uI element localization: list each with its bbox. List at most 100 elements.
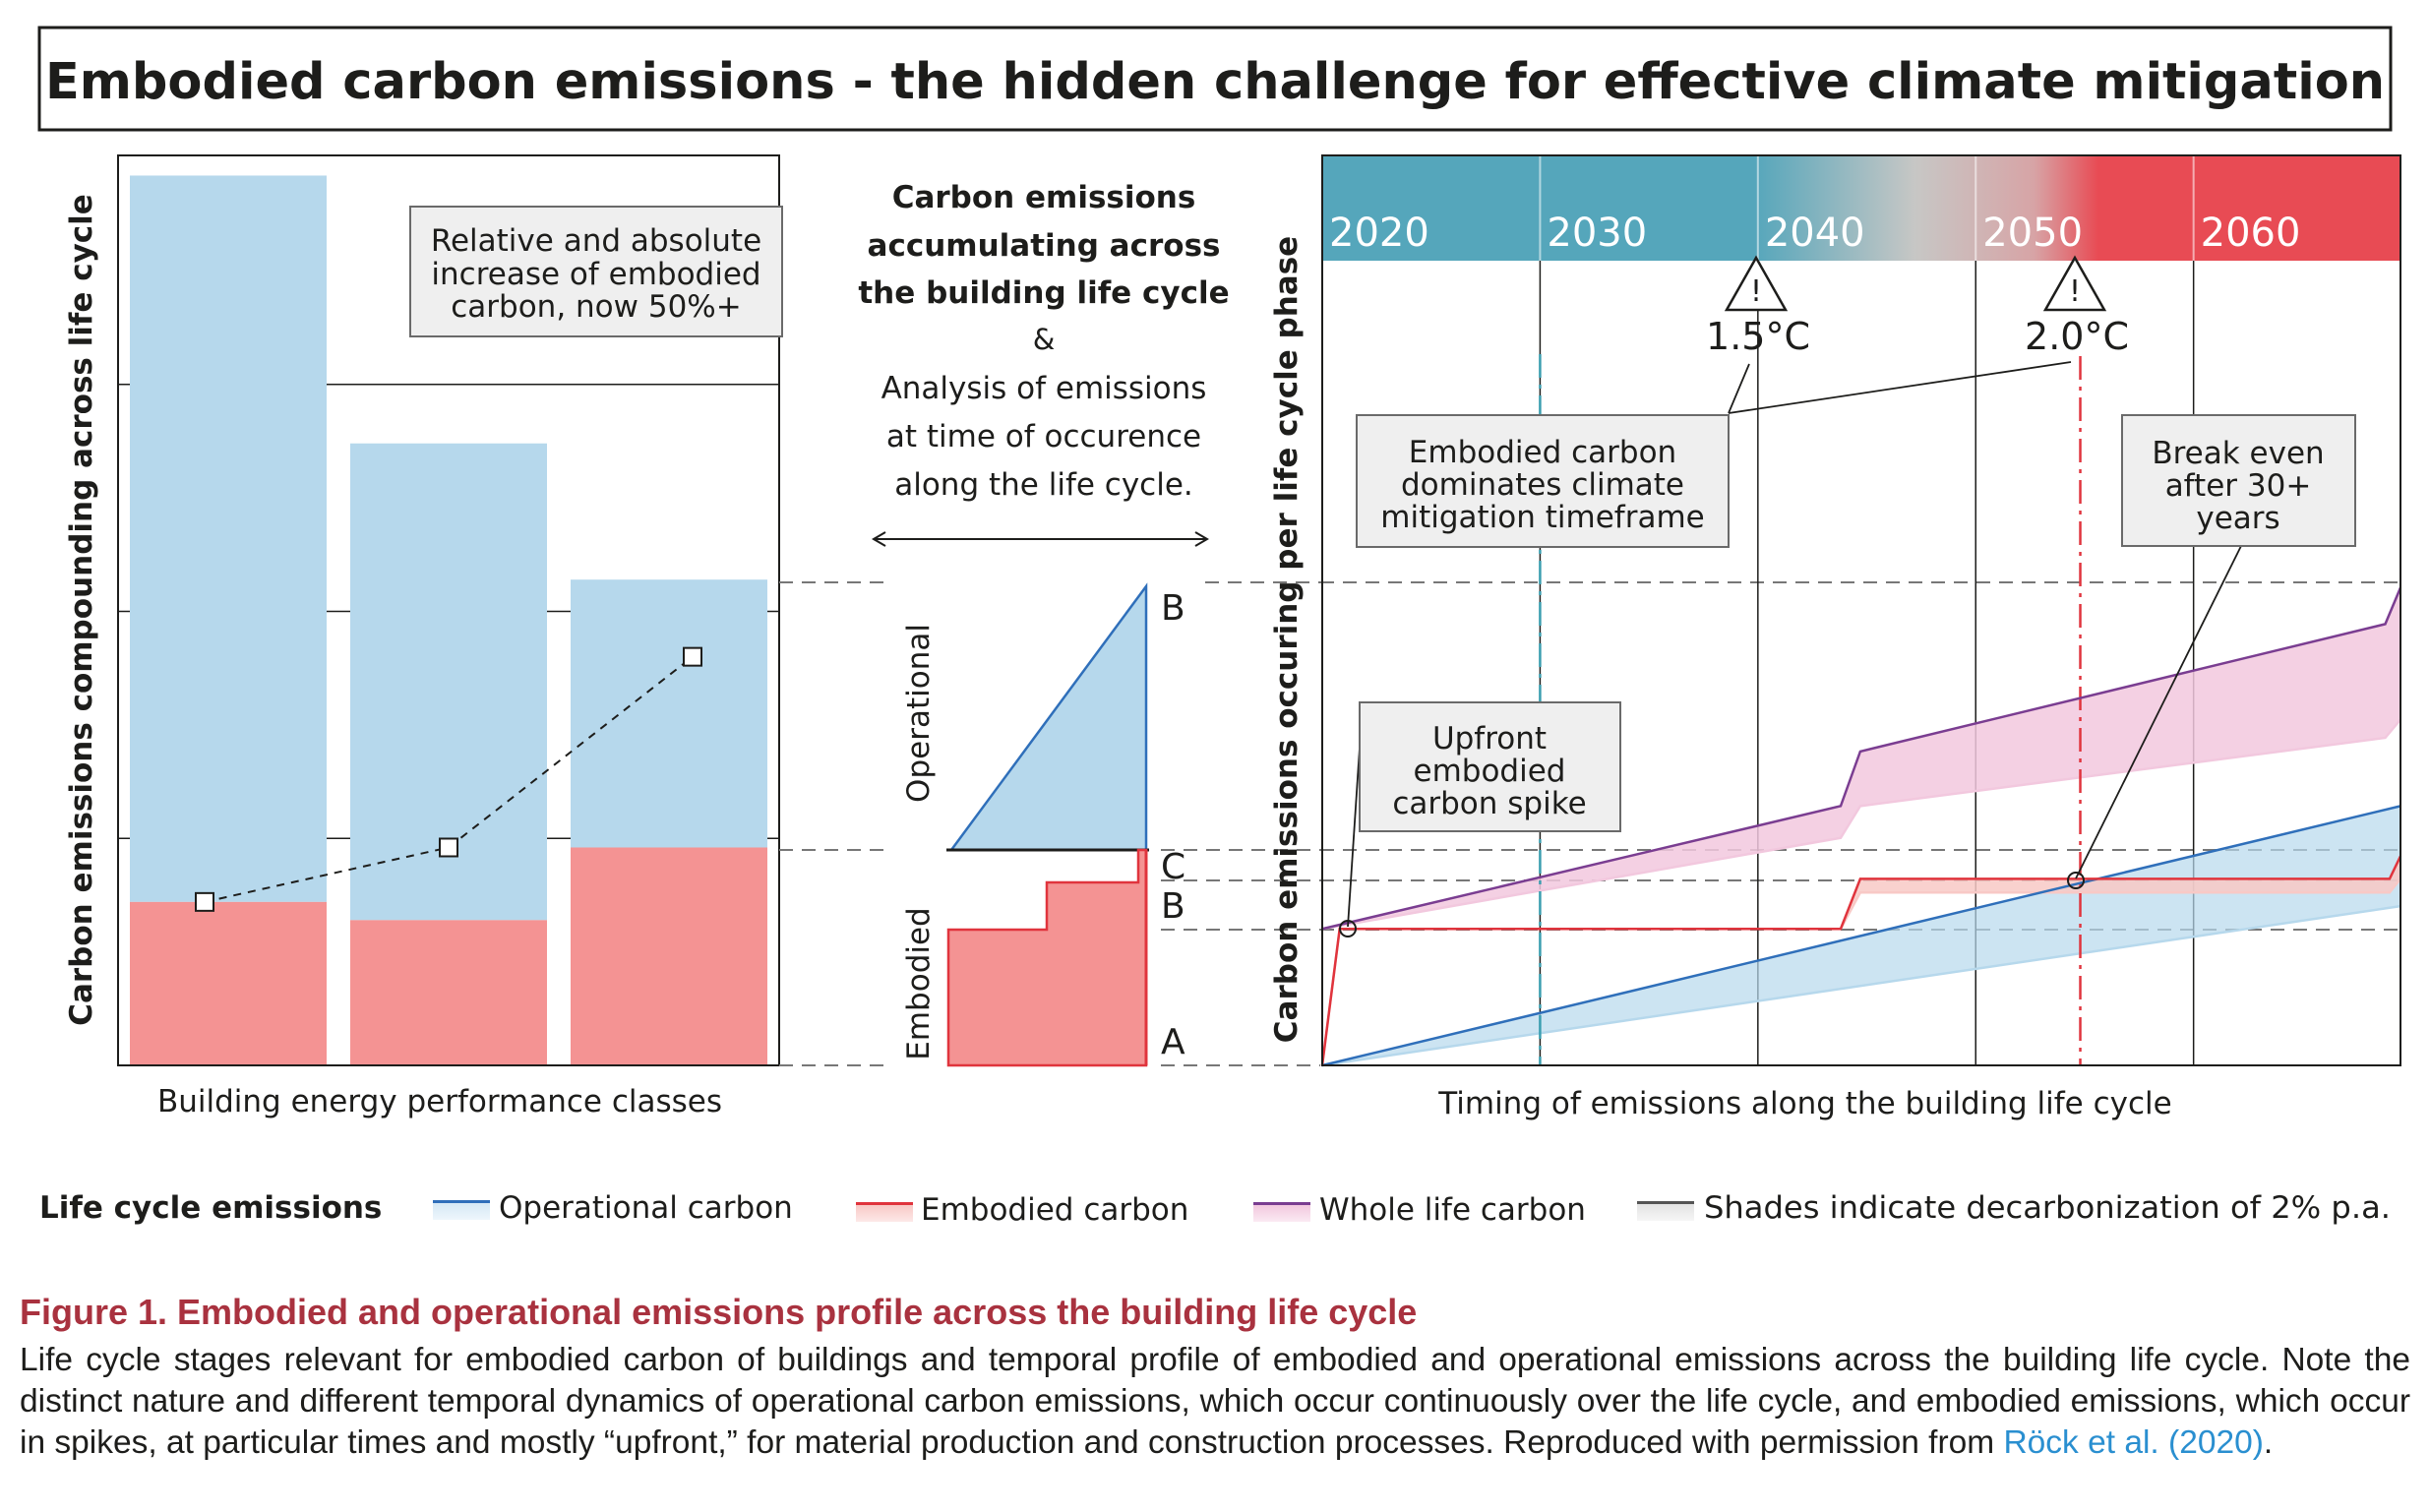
break-even-marker [2067, 872, 2085, 889]
warning-icon-1-5 [1724, 255, 1789, 312]
legend-swatch-embodied [856, 1202, 913, 1222]
embodied-share-point-1 [195, 891, 214, 912]
left-note-line-3: carbon, now 50%+ [451, 289, 741, 325]
series-lines [1320, 586, 2402, 1067]
threshold-lines [1539, 354, 2082, 1065]
embodied-bar-1 [130, 901, 327, 1065]
warning-mark-2-0: ! [2069, 274, 2081, 309]
operational-label: Operational [901, 624, 937, 803]
left-note-box: Relative and absolute increase of embodi… [409, 206, 783, 337]
operational-bar-1 [130, 175, 327, 902]
callout-break-even-line-2: after 30+ [2165, 468, 2312, 504]
legend-swatch-operational [433, 1200, 490, 1220]
embodied-share-point-3 [683, 646, 702, 667]
callout-spike: Upfront embodied carbon spike [1359, 701, 1621, 832]
marker-a: A [1161, 1022, 1185, 1062]
operational-lower-edge [1321, 904, 2401, 1067]
timeline-band [1322, 155, 2400, 261]
figure-caption: Figure 1. Embodied and operational emiss… [20, 1291, 2410, 1464]
legend-item-shades: Shades indicate decarbonization of 2% p.… [1637, 1190, 2391, 1226]
middle-heading-line-3: the building life cycle [858, 275, 1229, 311]
callout-dominates: Embodied carbon dominates climate mitiga… [1356, 414, 1730, 548]
callout-dominates-line-2: dominates climate [1401, 467, 1684, 503]
callout-spike-line-2: embodied [1414, 754, 1566, 789]
middle-heading-line-2: accumulating across [868, 228, 1221, 264]
whole-life-shade [1322, 587, 2400, 930]
right-panel-frame [1321, 154, 2401, 1066]
callout-spike-line-3: carbon spike [1392, 786, 1586, 821]
marker-b-top: B [1161, 588, 1185, 629]
embodied-share-trend [195, 646, 702, 912]
middle-panel: Carbon emissions accumulating across the… [858, 180, 1230, 1067]
middle-heading-line-1: Carbon emissions [892, 180, 1196, 215]
operational-bar-3 [571, 579, 767, 848]
marker-b: B [1161, 886, 1185, 927]
operational-line [1321, 805, 2401, 1067]
figure-caption-title: Figure 1. Embodied and operational emiss… [20, 1292, 1418, 1332]
embodied-label: Embodied [901, 907, 937, 1059]
embodied-line [1320, 855, 2402, 1066]
double-arrow [872, 531, 1209, 547]
legend-swatch-shades [1637, 1201, 1694, 1221]
callout-break-even-line-1: Break even [2152, 436, 2324, 471]
middle-ampersand: & [1033, 323, 1056, 356]
reference-dashes [779, 581, 2400, 1066]
embodied-steps [946, 848, 1148, 1067]
threshold-label-2-0: 2.0°C [2025, 315, 2129, 358]
title-box [37, 26, 2393, 132]
legend-item-whole-life: Whole life carbon [1253, 1192, 1586, 1228]
figure-caption-body: Life cycle stages relevant for embodied … [20, 1340, 2410, 1464]
caption-end: . [2263, 1424, 2274, 1461]
callout-leaders [1347, 361, 2242, 928]
callout-dominates-line-3: mitigation timeframe [1380, 500, 1704, 535]
figure-canvas: Embodied carbon emissions - the hidden c… [37, 26, 2402, 1228]
legend-swatch-whole-life [1253, 1202, 1310, 1222]
year-label-2030: 2030 [1547, 211, 1647, 256]
right-x-axis-label: Timing of emissions along the building l… [1437, 1086, 2171, 1121]
left-bar-chart: Relative and absolute increase of embodi… [64, 154, 783, 1119]
caption-body-text: Life cycle stages relevant for embodied … [20, 1342, 2410, 1461]
left-note-line-1: Relative and absolute [431, 223, 761, 259]
callout-spike-line-1: Upfront [1432, 721, 1547, 756]
middle-sub-line-2: at time of occurence [886, 419, 1201, 454]
year-label-2040: 2040 [1765, 211, 1865, 256]
warning-1-5: ! 1.5°C [1706, 255, 1810, 358]
legend-label-whole-life: Whole life carbon [1319, 1192, 1586, 1228]
legend-item-operational: Operational carbon [433, 1190, 793, 1226]
whole-life-line [1321, 586, 2402, 931]
spike-marker [1339, 920, 1357, 937]
legend-label-operational: Operational carbon [499, 1190, 793, 1226]
left-y-axis-label: Carbon emissions compounding across life… [64, 194, 99, 1026]
legend: Life cycle emissions Operational carbon … [39, 1190, 2391, 1228]
right-line-chart: 2020 2030 2040 2050 2060 ! 1.5°C ! 2.0°C Emb… [1269, 154, 2402, 1121]
embodied-bar-2 [350, 920, 547, 1065]
right-y-axis-label: Carbon emissions occuring per life cycle… [1269, 236, 1305, 1043]
legend-label-shades: Shades indicate decarbonization of 2% p.… [1704, 1190, 2391, 1226]
legend-title: Life cycle emissions [39, 1190, 382, 1226]
embodied-share-point-2 [439, 837, 458, 858]
page-title: Embodied carbon emissions - the hidden c… [45, 53, 2385, 111]
middle-sub-line-3: along the life cycle. [894, 467, 1193, 503]
threshold-label-1-5: 1.5°C [1706, 315, 1810, 358]
year-label-2020: 2020 [1329, 211, 1429, 256]
left-x-axis-label: Building energy performance classes [157, 1084, 722, 1119]
legend-item-embodied: Embodied carbon [856, 1192, 1188, 1228]
year-label-2050: 2050 [1982, 211, 2083, 256]
left-panel-frame [117, 154, 780, 1066]
legend-label-embodied: Embodied carbon [921, 1192, 1188, 1228]
callout-break-even-line-3: years [2196, 501, 2279, 536]
year-label-2060: 2060 [2201, 211, 2301, 256]
left-note-line-2: increase of embodied [431, 257, 760, 292]
callout-break-even: Break even after 30+ years [2121, 414, 2356, 547]
warning-icon-2-0 [2042, 255, 2107, 312]
warning-mark-1-5: ! [1750, 274, 1762, 309]
warning-2-0: ! 2.0°C [2025, 255, 2129, 358]
middle-sub-line-1: Analysis of emissions [881, 371, 1207, 406]
whole-life-lower-edge [1321, 718, 2401, 931]
embodied-bar-3 [571, 847, 767, 1065]
left-bars [130, 175, 767, 1065]
operational-triangle [948, 582, 1148, 852]
year-labels: 2020 2030 2040 2050 2060 [1329, 211, 2300, 256]
reference-link[interactable]: Röck et al. (2020) [2003, 1424, 2264, 1461]
callout-dominates-line-1: Embodied carbon [1409, 435, 1676, 470]
